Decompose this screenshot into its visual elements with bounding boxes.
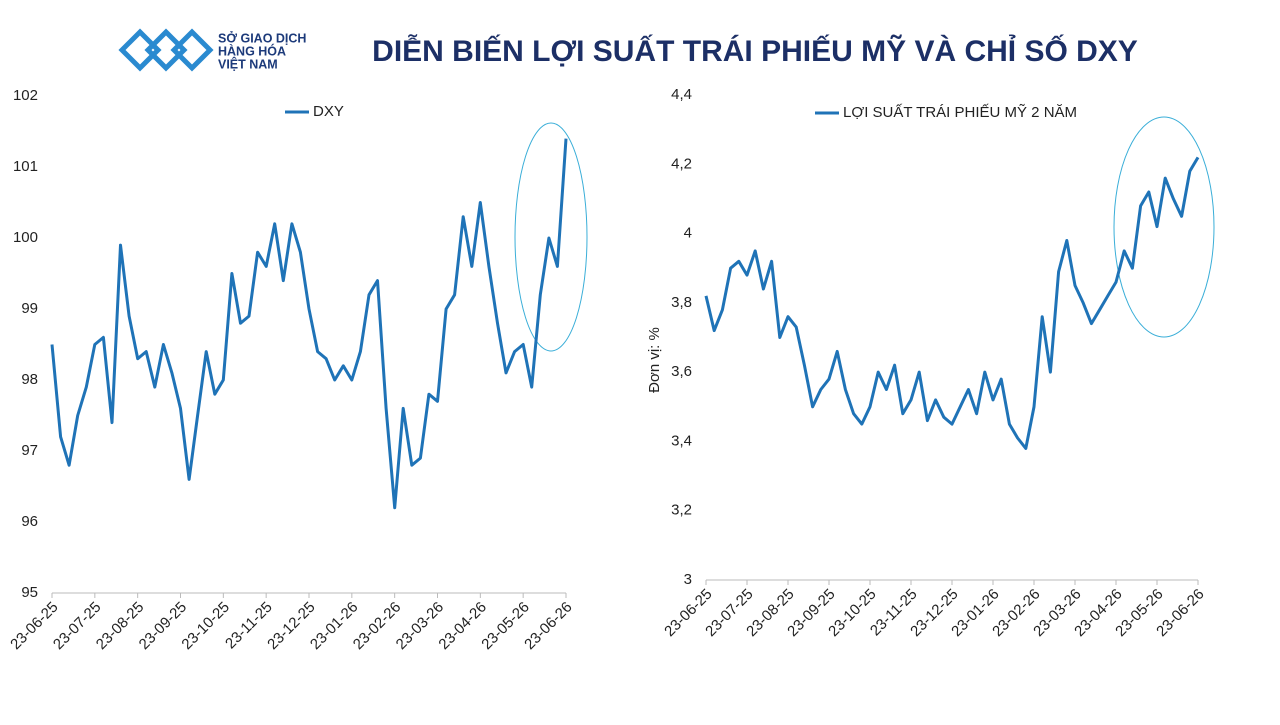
legend-label: DXY: [313, 103, 344, 120]
y-tick-label: 95: [21, 584, 38, 601]
y-tick-label: 98: [21, 371, 38, 388]
y-tick-label: 4,2: [671, 155, 692, 172]
data-line: [50, 138, 568, 510]
y-axis-label: Đơn vị: %: [646, 327, 663, 393]
legend-label: LỢI SUẤT TRÁI PHIẾU MỸ 2 NĂM: [843, 104, 1077, 121]
y-tick-label: 3,8: [671, 294, 692, 311]
highlight-ellipse: [514, 122, 588, 352]
x-tick-label: 23-10-25: [178, 599, 232, 653]
y-tick-label: 4,4: [671, 86, 692, 103]
y-tick-label: 3,6: [671, 363, 692, 380]
y-tick-label: 4: [684, 225, 692, 242]
y-tick-label: 101: [13, 158, 38, 175]
y-tick-label: 3: [684, 571, 692, 588]
y-tick-label: 3,4: [671, 432, 692, 449]
x-tick-label: 23-06-26: [521, 599, 575, 653]
data-line: [704, 156, 1200, 450]
y-tick-label: 3,2: [671, 502, 692, 519]
page-title: DIỄN BIẾN LỢI SUẤT TRÁI PHIẾU MỸ VÀ CHỈ …: [372, 34, 1138, 68]
y-tick-label: 96: [21, 513, 38, 530]
logo-mark: [118, 28, 214, 72]
y-tick-label: 100: [13, 229, 38, 246]
y-tick-label: 102: [13, 87, 38, 104]
logo-text: VIỆT NAM: [218, 56, 278, 71]
logo-text: HÀNG HÓA: [218, 43, 286, 58]
y-tick-label: 97: [21, 442, 38, 459]
logo-text: SỞ GIAO DỊCH: [218, 30, 306, 45]
highlight-ellipse: [1113, 116, 1215, 338]
y-tick-label: 99: [21, 300, 38, 317]
